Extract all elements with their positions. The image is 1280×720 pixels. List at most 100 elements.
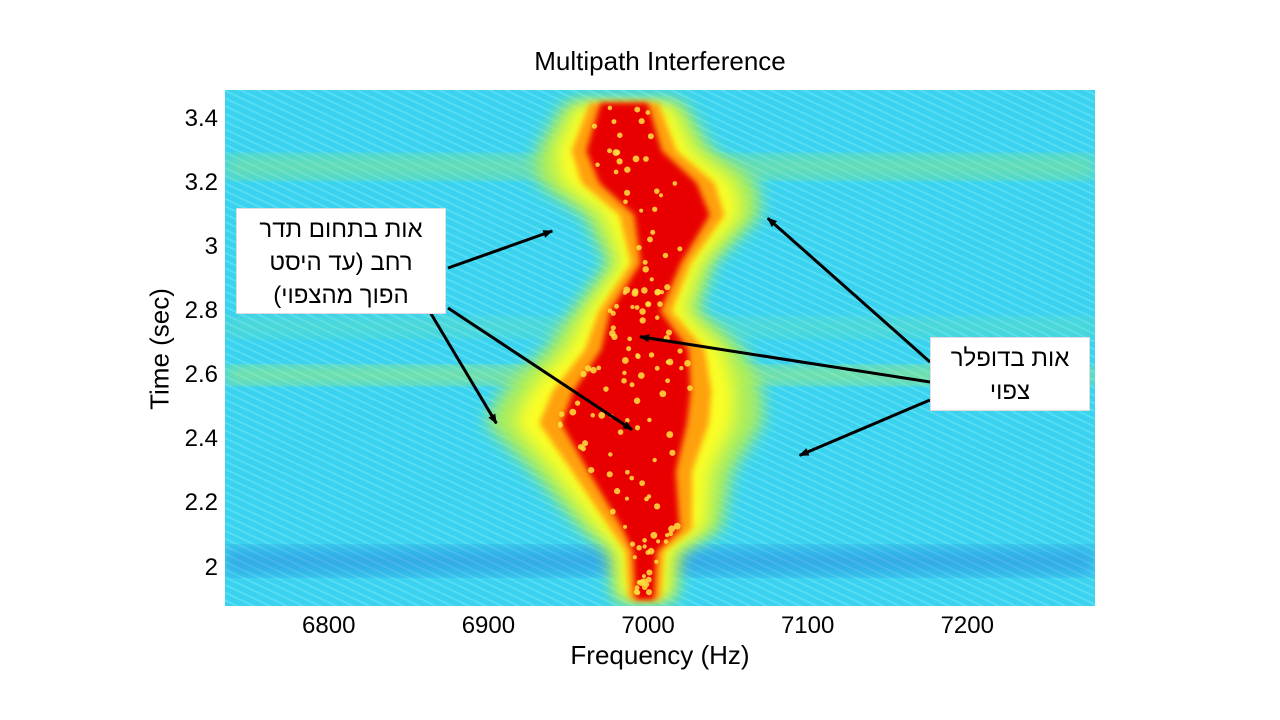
signal-speckle	[627, 336, 633, 342]
signal-speckle	[643, 156, 649, 162]
signal-speckle	[636, 545, 642, 551]
signal-speckle	[608, 452, 613, 457]
x-tick-label: 7100	[780, 612, 835, 639]
annotation-arrow	[447, 229, 554, 270]
y-tick-label: 3	[204, 233, 218, 261]
y-tick-label: 2.8	[184, 297, 218, 325]
y-tick-label: 3.2	[184, 168, 218, 196]
signal-speckle	[636, 244, 642, 251]
signal-speckle	[659, 390, 667, 398]
signal-speckle	[642, 266, 649, 273]
signal-speckle	[622, 290, 628, 295]
signal-speckle	[614, 488, 621, 495]
signal-speckle	[664, 284, 671, 291]
signal-speckle	[622, 370, 627, 376]
signal-speckle	[687, 385, 693, 391]
signal-speckle	[645, 589, 653, 596]
signal-speckle	[668, 525, 676, 533]
signal-speckle	[616, 158, 623, 165]
signal-speckle	[654, 315, 660, 320]
annotation-line: צפוי	[989, 378, 1031, 405]
signal-speckle	[574, 400, 581, 406]
annotation-arrow	[798, 398, 931, 457]
signal-speckle	[657, 301, 663, 307]
signal-speckle	[598, 411, 606, 419]
x-axis-label: Frequency (Hz)	[570, 640, 750, 670]
signal-speckle	[614, 303, 619, 309]
signal-speckle	[677, 348, 683, 354]
signal-speckle	[625, 418, 630, 423]
signal-speckle	[639, 480, 646, 487]
signal-speckle	[665, 359, 670, 365]
y-tick-label: 3.4	[184, 104, 218, 132]
signal-speckle	[590, 413, 595, 418]
signal-speckle	[650, 229, 656, 235]
signal-speckle	[634, 425, 641, 431]
signal-speckle	[635, 353, 640, 358]
signal-speckle	[634, 106, 641, 113]
signal-speckle	[654, 289, 661, 296]
signal-speckle	[569, 408, 577, 416]
signal-speckle	[630, 304, 635, 310]
signal-speckle	[665, 533, 670, 538]
annotation-arrow	[447, 306, 633, 431]
signal-speckle	[673, 522, 681, 530]
signal-speckle	[623, 199, 628, 205]
signal-speckle	[608, 330, 616, 337]
signal-speckle	[646, 494, 652, 499]
signal-speckle	[647, 236, 653, 243]
signal-speckle	[633, 588, 640, 595]
signal-speckle	[665, 329, 673, 336]
signal-speckle	[607, 105, 613, 111]
signal-speckle	[614, 149, 621, 156]
signal-speckle	[623, 524, 628, 529]
signal-speckle	[634, 585, 640, 591]
signal-speckle	[665, 378, 671, 384]
signal-speckle	[647, 133, 654, 140]
signal-speckle	[669, 449, 676, 456]
chart-title: Multipath Interference	[534, 46, 786, 76]
signal-speckle	[659, 289, 665, 295]
signal-speckle	[650, 531, 658, 539]
signal-speckle	[624, 166, 631, 173]
signal-speckle	[629, 541, 636, 547]
annotation-line: אות בתחום תדר	[259, 216, 423, 243]
signal-speckle	[639, 317, 646, 324]
signal-speckle	[641, 287, 648, 294]
signal-speckle	[580, 370, 587, 378]
signal-speckle	[629, 382, 635, 388]
signal-speckle	[631, 289, 639, 297]
signal-speckle	[645, 301, 652, 308]
signal-speckle	[591, 123, 598, 129]
signal-speckle	[588, 466, 595, 474]
signal-speckle	[610, 325, 616, 331]
signal-speckle	[632, 555, 637, 560]
signal-speckle	[648, 352, 655, 358]
signal-speckle	[666, 431, 674, 438]
signal-speckle	[679, 366, 684, 371]
signal-speckle	[634, 305, 640, 310]
x-tick-label: 7000	[621, 612, 675, 639]
signal-speckle	[642, 259, 648, 265]
signal-speckle	[625, 469, 630, 475]
signal-speckle	[638, 579, 646, 587]
signal-speckle	[663, 539, 669, 544]
signal-ridge-layer	[561, 102, 710, 600]
signal-speckle	[654, 559, 659, 564]
signal-speckle	[558, 421, 563, 426]
signal-speckle	[654, 365, 660, 371]
signal-speckle	[607, 308, 613, 314]
signal-speckle	[647, 417, 652, 423]
y-tick-label: 2.2	[184, 489, 218, 517]
x-tick-label: 6800	[302, 612, 356, 639]
signal-speckle	[649, 277, 654, 282]
signal-speckle	[652, 457, 657, 463]
signal-speckle	[656, 539, 661, 544]
signal-speckle	[672, 181, 678, 186]
signal-speckle	[629, 475, 635, 481]
signal-speckle	[638, 118, 645, 125]
signal-speckle	[654, 188, 660, 194]
signal-speckle	[582, 440, 589, 447]
signal-speckle	[626, 346, 632, 352]
